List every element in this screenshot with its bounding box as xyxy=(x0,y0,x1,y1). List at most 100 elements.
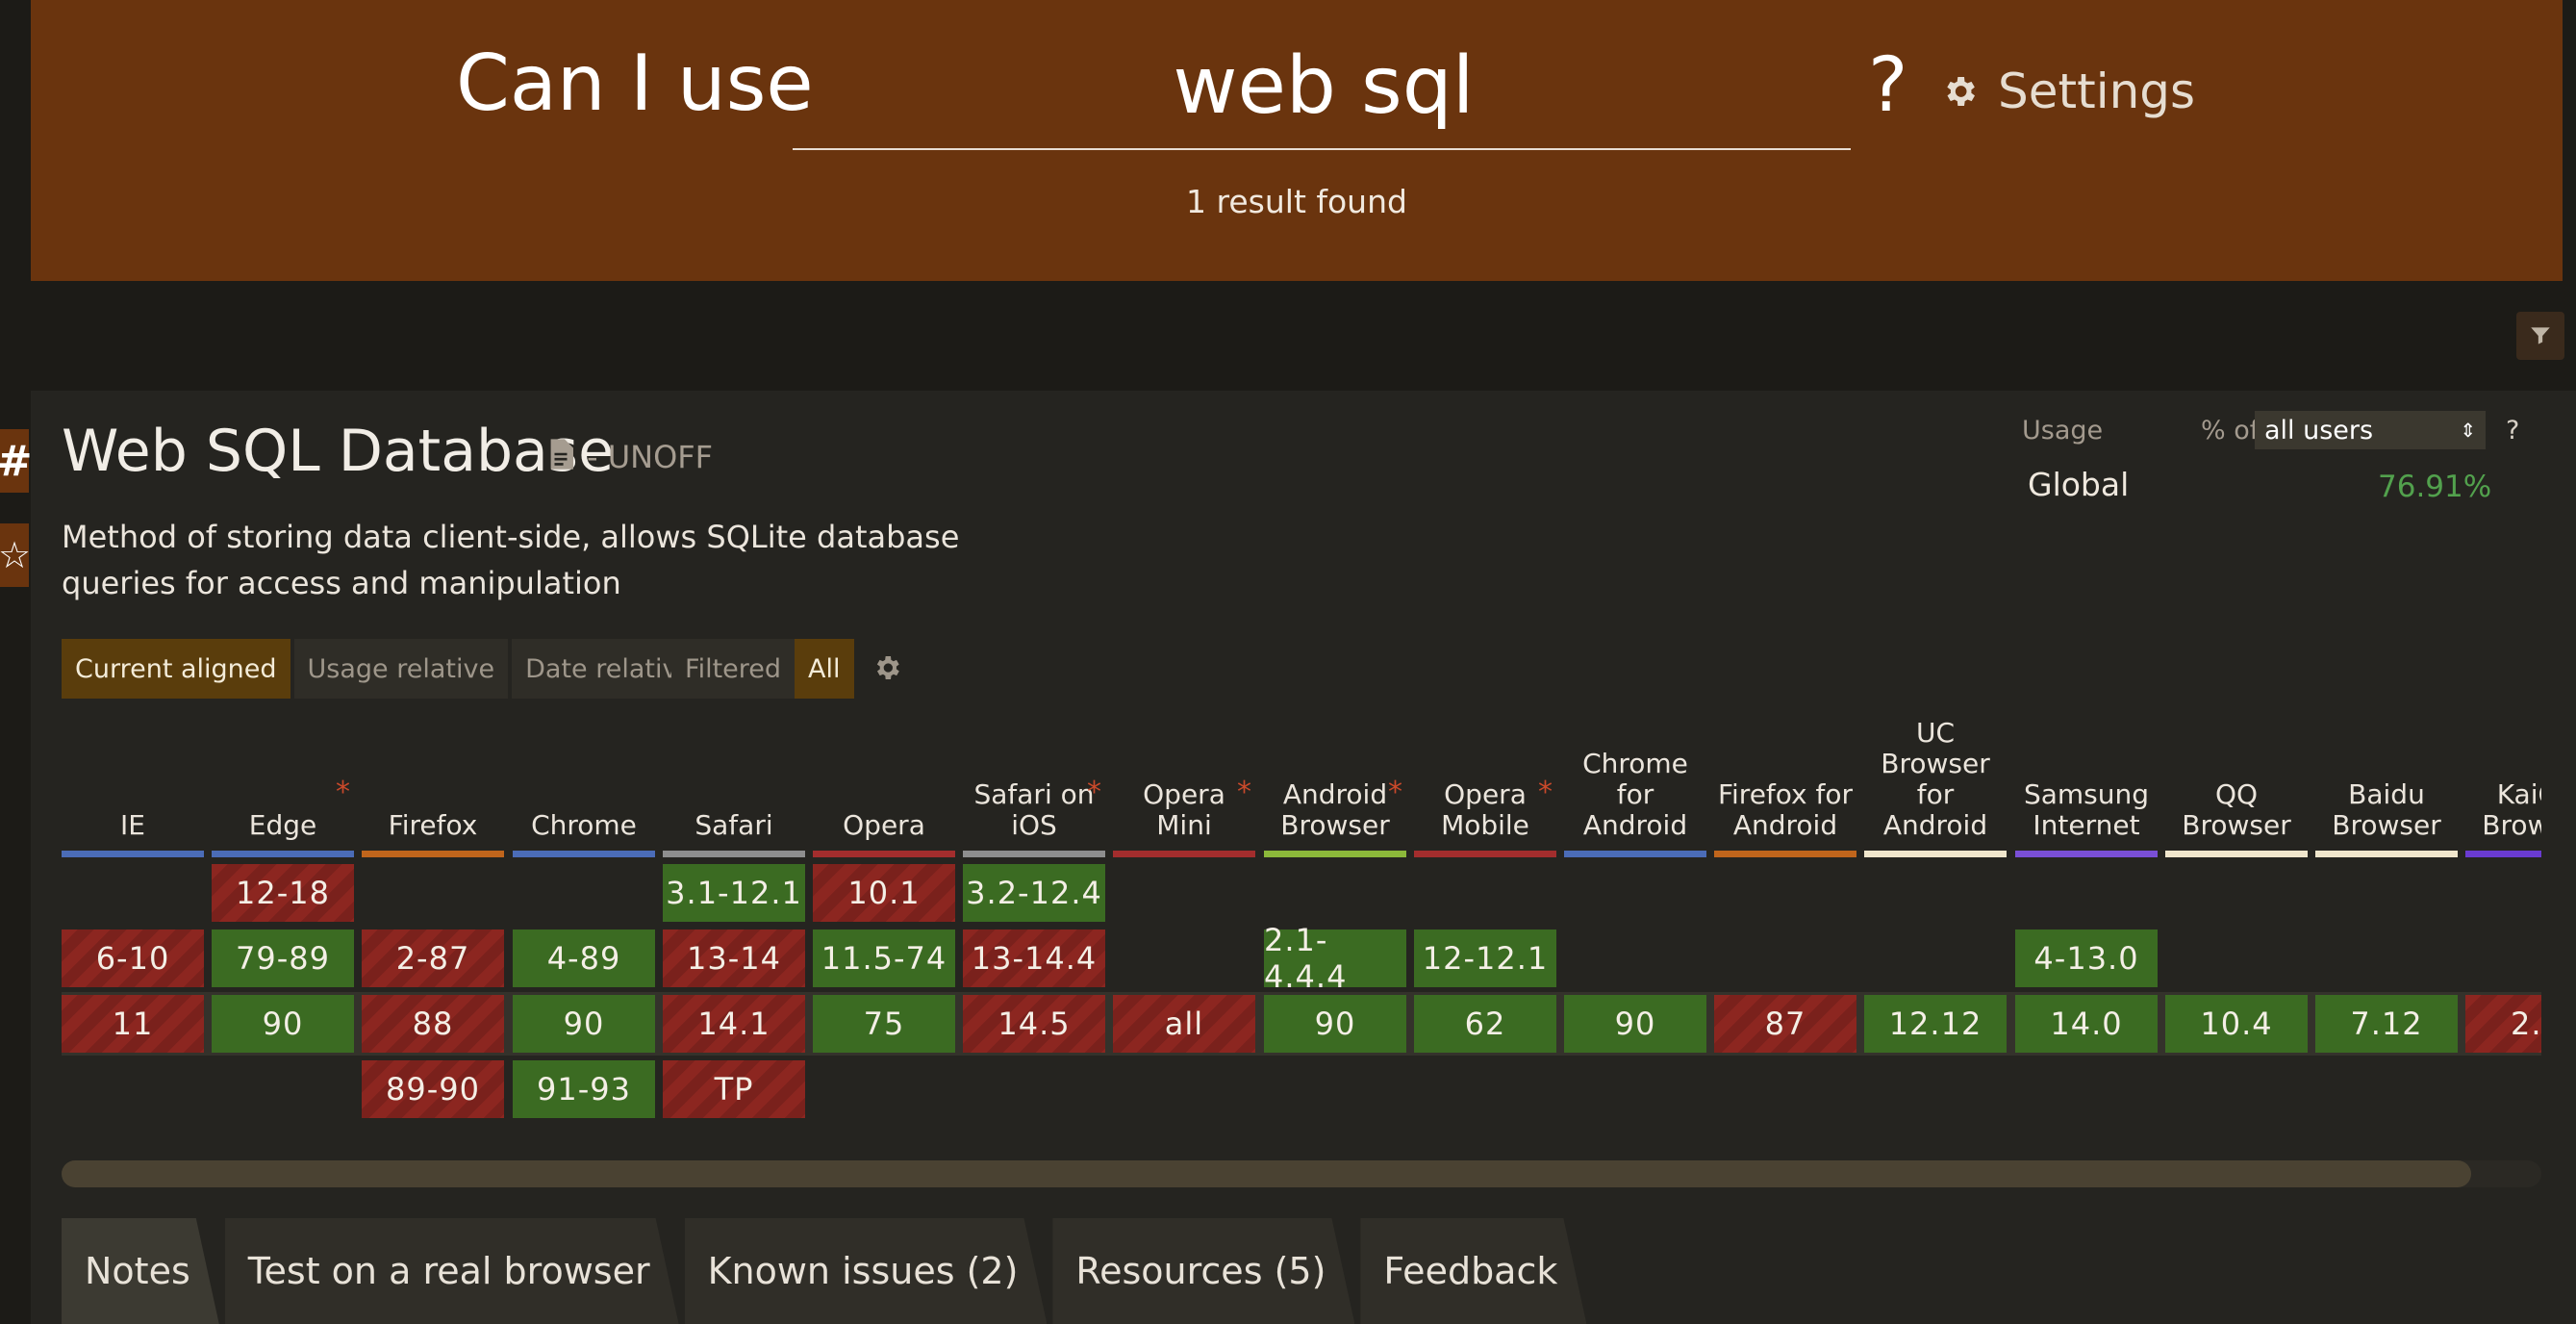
supported-cell[interactable]: 90 xyxy=(513,995,655,1053)
browser-header[interactable]: IE xyxy=(62,720,204,854)
browser-name: Chrome for Android xyxy=(1582,748,1688,841)
supported-cell[interactable]: 10.4 xyxy=(2165,995,2308,1053)
usage-scope-select[interactable]: all users ⇕ xyxy=(2255,411,2486,449)
supported-cell[interactable]: 4-13.0 xyxy=(2015,929,2158,987)
browser-header[interactable]: Samsung Internet xyxy=(2015,720,2158,854)
question-mark: ? xyxy=(1868,42,1908,129)
search-input[interactable] xyxy=(793,27,1855,144)
browser-color-bar xyxy=(1113,851,1255,857)
unsupported-cell[interactable]: 88 xyxy=(362,995,504,1053)
supported-cell[interactable]: 3.1-12.1 xyxy=(663,864,805,922)
browser-header[interactable]: QQ Browser xyxy=(2165,720,2308,854)
table-scrollbar-thumb[interactable] xyxy=(62,1160,2471,1187)
unsupported-cell[interactable]: 13-14.4 xyxy=(963,929,1105,987)
supported-cell[interactable]: 7.12 xyxy=(2315,995,2458,1053)
browser-color-bar xyxy=(1714,851,1856,857)
browser-header[interactable]: KaiOS Browser xyxy=(2465,720,2541,854)
unsupported-cell[interactable]: 14.5 xyxy=(963,995,1105,1053)
usage-relative-button[interactable]: Usage relative xyxy=(293,639,509,699)
note-asterisk-icon: * xyxy=(1237,776,1251,809)
note-asterisk-icon: * xyxy=(336,776,350,809)
global-usage-label: Global xyxy=(2028,466,2130,503)
unsupported-cell[interactable]: all xyxy=(1113,995,1255,1053)
browser-name: Chrome xyxy=(531,809,637,841)
view-mode-group: Current aligned Usage relative Date rela… xyxy=(62,639,708,699)
unsupported-cell[interactable]: 89-90 xyxy=(362,1060,504,1118)
supported-cell[interactable]: 11.5-74 xyxy=(813,929,955,987)
usage-help-link[interactable]: ? xyxy=(2506,416,2520,446)
browser-color-bar xyxy=(663,851,805,857)
unsupported-cell[interactable]: 10.1 xyxy=(813,864,955,922)
result-count: 1 result found xyxy=(1186,183,1407,220)
filter-button[interactable] xyxy=(2516,312,2564,360)
supported-cell[interactable]: 3.2-12.4 xyxy=(963,864,1105,922)
supported-cell[interactable]: 79-89 xyxy=(212,929,354,987)
can-i-use-label: Can I use xyxy=(456,38,814,128)
browser-header[interactable]: Firefox xyxy=(362,720,504,854)
browser-header[interactable]: Chrome xyxy=(513,720,655,854)
browser-header[interactable]: Chrome for Android xyxy=(1564,720,1706,854)
unsupported-cell[interactable]: 13-14 xyxy=(663,929,805,987)
browser-name: Edge xyxy=(248,809,317,841)
unsupported-cell[interactable]: 11 xyxy=(62,995,204,1053)
tab-known-issues[interactable]: Known issues (2) xyxy=(685,1218,1048,1324)
browser-color-bar xyxy=(2465,851,2541,857)
note-asterisk-icon: * xyxy=(1087,776,1101,809)
table-scrollbar[interactable] xyxy=(62,1160,2541,1187)
unsupported-cell[interactable]: 14.1 xyxy=(663,995,805,1053)
bookmark-star-button[interactable]: ☆ xyxy=(0,523,31,587)
browser-name: Baidu Browser xyxy=(2332,778,2441,841)
browser-header[interactable]: Android Browser * xyxy=(1264,720,1406,854)
supported-cell[interactable]: 91-93 xyxy=(513,1060,655,1118)
unsupported-cell[interactable]: 2-87 xyxy=(362,929,504,987)
supported-cell[interactable]: 90 xyxy=(1264,995,1406,1053)
browser-name: Opera Mini xyxy=(1143,778,1225,841)
filtered-button[interactable]: Filtered xyxy=(671,639,796,699)
all-button[interactable]: All xyxy=(795,639,854,699)
detail-tabs: Notes Test on a real browser Known issue… xyxy=(62,1218,1592,1324)
browser-color-bar xyxy=(1414,851,1556,857)
browser-color-bar xyxy=(1264,851,1406,857)
usage-scope-value: all users xyxy=(2264,415,2374,446)
tab-feedback[interactable]: Feedback xyxy=(1360,1218,1586,1324)
tab-resources[interactable]: Resources (5) xyxy=(1052,1218,1354,1324)
filter-icon xyxy=(2531,327,2550,344)
browser-name: UC Browser for Android xyxy=(1881,720,1990,841)
browser-header[interactable]: Edge * xyxy=(212,720,354,854)
browser-header[interactable]: Firefox for Android xyxy=(1714,720,1856,854)
browser-header[interactable]: Safari xyxy=(663,720,805,854)
browser-name: Safari xyxy=(695,809,773,841)
unsupported-cell[interactable]: 6-10 xyxy=(62,929,204,987)
current-aligned-button[interactable]: Current aligned xyxy=(62,639,290,699)
unsupported-cell[interactable]: 12-18 xyxy=(212,864,354,922)
browser-header[interactable]: UC Browser for Android xyxy=(1864,720,2007,854)
browser-name: KaiOS Browser xyxy=(2482,778,2541,841)
supported-cell[interactable]: 2.1-4.4.4 xyxy=(1264,922,1406,995)
supported-cell[interactable]: 62 xyxy=(1414,995,1556,1053)
unsupported-cell[interactable]: TP xyxy=(663,1060,805,1118)
supported-cell[interactable]: 12-12.1 xyxy=(1414,929,1556,987)
table-settings-gear-icon[interactable] xyxy=(871,652,902,683)
settings-button[interactable]: Settings xyxy=(1940,64,2195,119)
support-row-bg xyxy=(62,861,2541,925)
browser-header[interactable]: Opera xyxy=(813,720,955,854)
browser-header[interactable]: Opera Mobile * xyxy=(1414,720,1556,854)
unsupported-cell[interactable]: 2.5 xyxy=(2465,995,2541,1053)
browser-color-bar xyxy=(813,851,955,857)
tab-notes[interactable]: Notes xyxy=(62,1218,219,1324)
note-asterisk-icon: * xyxy=(1538,776,1553,809)
permalink-hash-button[interactable]: # xyxy=(0,429,32,493)
document-icon[interactable] xyxy=(548,439,573,470)
unsupported-cell[interactable]: 87 xyxy=(1714,995,1856,1053)
supported-cell[interactable]: 75 xyxy=(813,995,955,1053)
spec-status: - UNOFF xyxy=(587,439,714,475)
supported-cell[interactable]: 12.12 xyxy=(1864,995,2007,1053)
browser-header[interactable]: Opera Mini * xyxy=(1113,720,1255,854)
tab-test-real-browser[interactable]: Test on a real browser xyxy=(225,1218,679,1324)
supported-cell[interactable]: 14.0 xyxy=(2015,995,2158,1053)
browser-header[interactable]: Safari on iOS * xyxy=(963,720,1105,854)
supported-cell[interactable]: 90 xyxy=(212,995,354,1053)
supported-cell[interactable]: 90 xyxy=(1564,995,1706,1053)
browser-header[interactable]: Baidu Browser xyxy=(2315,720,2458,854)
supported-cell[interactable]: 4-89 xyxy=(513,929,655,987)
